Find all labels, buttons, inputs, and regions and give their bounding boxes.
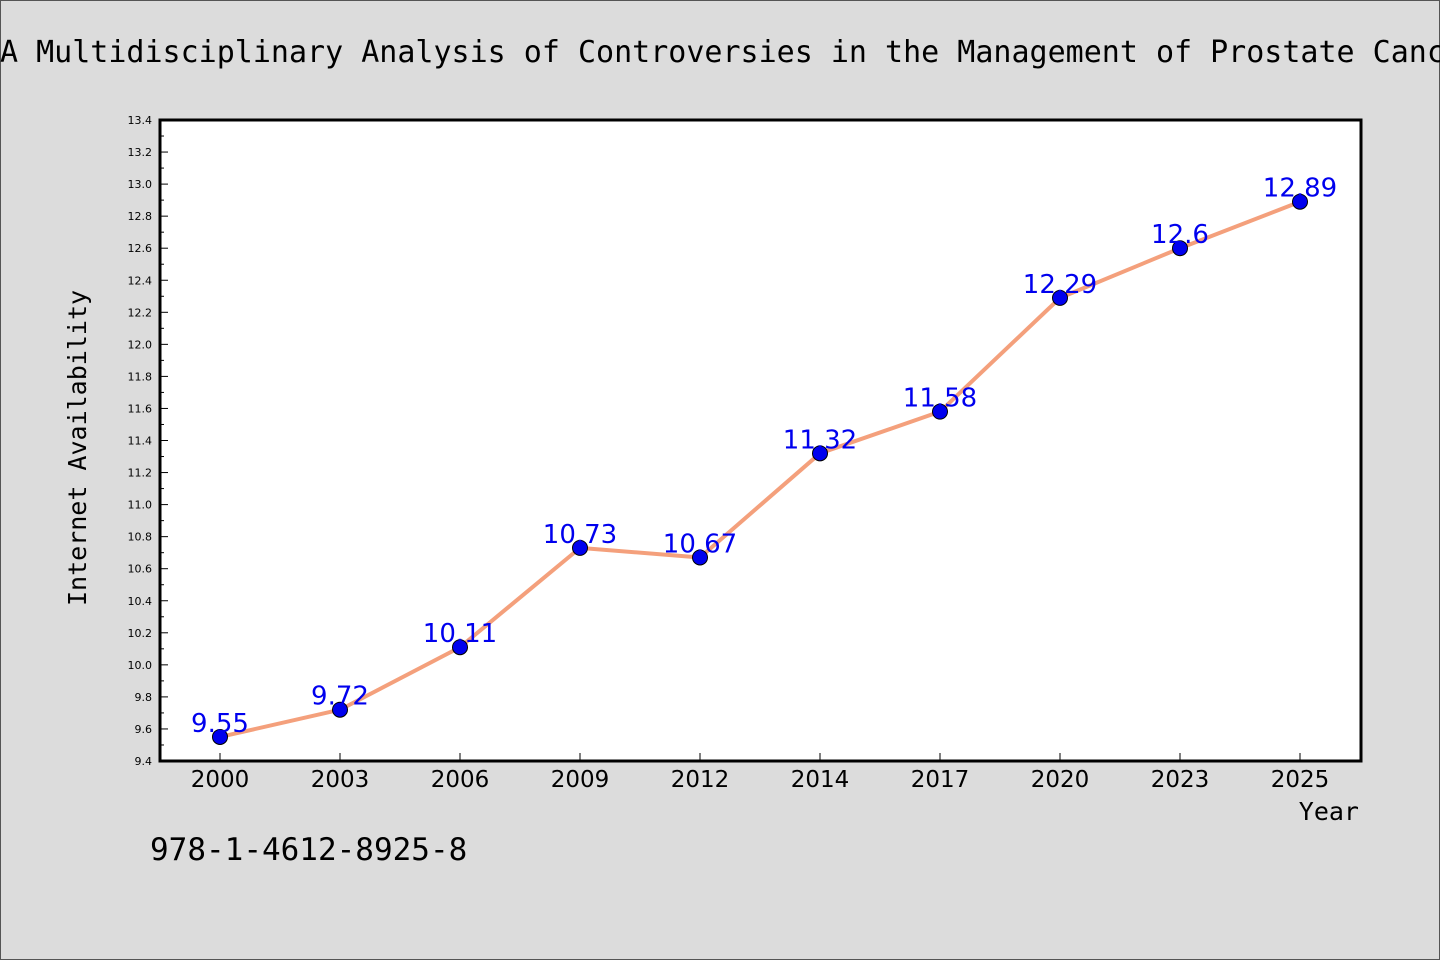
y-tick-label: 13.0 <box>128 178 153 191</box>
y-tick-label: 9.4 <box>135 755 153 768</box>
x-axis: 2000 2003 2006 2009 2012 2014 2017 2020 2023 2025 <box>191 753 1330 793</box>
y-axis-label: Internet Availability <box>63 290 92 606</box>
data-point <box>1172 240 1188 257</box>
data-label: 9.72 <box>311 682 369 712</box>
y-tick-label: 12.4 <box>128 274 153 287</box>
y-tick-label: 11.6 <box>128 402 153 415</box>
x-tick-label: 2020 <box>1031 767 1090 793</box>
data-label: 10.11 <box>423 619 497 649</box>
series-line <box>218 199 1302 739</box>
data-point <box>212 728 228 745</box>
x-tick-label: 2006 <box>431 767 490 793</box>
data-labels: 9.55 9.72 10.11 10.73 10.67 11.32 11.58 12.29 12… <box>191 174 1337 739</box>
data-label: 11.58 <box>903 384 977 414</box>
data-point <box>692 549 708 566</box>
y-tick-label: 13.4 <box>128 114 153 127</box>
y-tick-label: 10.2 <box>128 627 153 640</box>
data-label: 11.32 <box>783 425 857 455</box>
y-tick-label: 10.8 <box>128 531 153 544</box>
y-tick-label: 12.8 <box>128 210 153 223</box>
y-tick-label: 9.6 <box>135 723 153 736</box>
x-axis-label: Year <box>1299 797 1359 826</box>
y-tick-label: 11.2 <box>128 467 153 480</box>
y-axis: 9.4 9.6 9.8 10.0 10.2 10.4 10.6 10.8 11.0 11.2 11.… <box>128 114 168 768</box>
x-tick-label: 2025 <box>1271 767 1330 793</box>
x-tick-label: 2014 <box>791 767 850 793</box>
x-tick-label: 2012 <box>671 767 730 793</box>
x-tick-label: 2017 <box>911 767 970 793</box>
isbn-caption: 978-1-4612-8925-8 <box>150 832 468 868</box>
data-point <box>452 639 468 656</box>
data-label: 10.67 <box>663 529 737 559</box>
x-tick-label: 2023 <box>1151 767 1210 793</box>
y-tick-label: 10.0 <box>128 659 153 672</box>
series-line-group <box>218 199 1302 739</box>
data-point <box>572 539 588 556</box>
plot-area <box>160 120 1361 761</box>
x-tick-label: 2009 <box>551 767 610 793</box>
data-label: 12.29 <box>1023 270 1097 300</box>
y-tick-label: 11.4 <box>128 435 153 448</box>
data-label: 12.89 <box>1263 174 1337 204</box>
data-label: 9.55 <box>191 709 249 739</box>
y-tick-label: 12.6 <box>128 242 153 255</box>
data-point <box>812 445 828 462</box>
data-point <box>1292 193 1308 210</box>
y-tick-label: 11.0 <box>128 499 153 512</box>
x-tick-label: 2000 <box>191 767 250 793</box>
x-tick-label: 2003 <box>311 767 370 793</box>
y-tick-label: 12.0 <box>128 338 153 351</box>
chart-title: A Multidisciplinary Analysis of Controve… <box>0 35 1440 70</box>
data-point <box>932 403 948 420</box>
y-tick-label: 13.2 <box>128 146 153 159</box>
y-tick-label: 10.4 <box>128 595 153 608</box>
data-point <box>1052 289 1068 306</box>
y-tick-label: 10.6 <box>128 563 153 576</box>
data-point <box>332 701 348 718</box>
y-tick-label: 12.2 <box>128 306 153 319</box>
y-tick-label: 11.8 <box>128 370 153 383</box>
data-points <box>212 193 1308 745</box>
y-tick-label: 9.8 <box>135 691 153 704</box>
data-label: 12.6 <box>1151 220 1209 250</box>
plot-border <box>158 118 1363 763</box>
data-label: 10.73 <box>543 520 617 550</box>
